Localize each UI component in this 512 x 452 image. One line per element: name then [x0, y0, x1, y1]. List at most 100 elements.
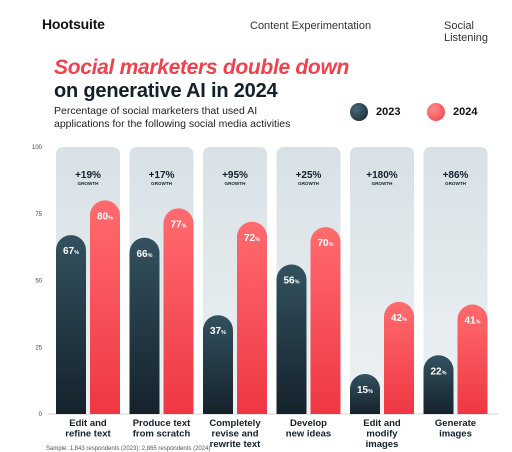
bar-value-number: 66: [136, 249, 148, 260]
bar-2023: [423, 355, 454, 414]
category-label: Generate images: [435, 418, 476, 440]
bar-value-percent-sign: %: [74, 250, 79, 256]
bar-value-number: 41: [464, 316, 476, 327]
bar-value-label: 70%: [317, 238, 333, 249]
legend-label-2023: 2023: [376, 106, 401, 118]
growth-caption: GROWTH: [445, 181, 467, 186]
bar-2023: [203, 315, 233, 414]
legend-item-2023: 2023: [350, 103, 400, 121]
category-label: Produce text from scratch: [133, 418, 191, 440]
bar-value-number: 72: [244, 233, 256, 244]
bar-value-label: 37%: [210, 326, 226, 337]
bar-2023: [56, 235, 86, 414]
bar-2023: [350, 373, 380, 414]
bar-value-percent-sign: %: [255, 237, 260, 243]
bar-value-label: 77%: [170, 219, 186, 230]
bar-2024: [457, 304, 488, 414]
bar-value-label: 80%: [97, 211, 113, 222]
bar-value-label: 41%: [464, 316, 480, 327]
y-tick-label: 100: [32, 145, 43, 151]
category-label-line: new ideas: [286, 429, 331, 440]
footnote: Sample: 1,843 respondents (2023); 2,865 …: [46, 446, 211, 452]
bar-value-percent-sign: %: [368, 389, 373, 395]
bar-value-number: 42: [391, 313, 403, 324]
category-label-line: Completely: [209, 418, 261, 429]
bar-2023: [276, 264, 307, 414]
category-label-line: Generate: [435, 418, 476, 429]
category-label-line: from scratch: [133, 429, 191, 440]
chart-subtitle: Percentage of social marketers that used…: [54, 105, 291, 130]
bar-value-number: 80: [97, 211, 109, 222]
y-tick-label: 75: [35, 212, 42, 218]
bar-2023: [129, 237, 160, 414]
category-label-line: images: [366, 439, 399, 450]
category-label-line: refine text: [65, 429, 111, 440]
category-label-line: Edit and: [69, 418, 107, 429]
headline-line-2: on generative AI in 2024: [54, 80, 278, 102]
category-label: Develop new ideas: [286, 418, 331, 440]
category-label-line: modify: [366, 429, 398, 440]
bar-2024: [237, 221, 267, 414]
category-label-line: Develop: [290, 418, 327, 429]
category-label-line: Edit and: [363, 418, 401, 429]
bar-value-number: 37: [210, 326, 222, 337]
growth-caption: GROWTH: [78, 181, 100, 186]
nav-link-content-experimentation[interactable]: Content Experimentation: [250, 20, 372, 32]
bar-2024: [310, 227, 341, 414]
bar-value-percent-sign: %: [148, 253, 153, 259]
bar-value-label: 67%: [63, 246, 79, 257]
bar-value-label: 15%: [357, 385, 373, 396]
bar-value-percent-sign: %: [329, 242, 334, 248]
growth-value: +17%: [149, 170, 175, 181]
bar-value-percent-sign: %: [476, 320, 481, 326]
bar-value-label: 66%: [136, 249, 152, 260]
bar-value-percent-sign: %: [442, 370, 447, 376]
bar-value-number: 77: [170, 219, 182, 230]
y-tick-label: 25: [35, 345, 42, 351]
growth-value: +19%: [75, 170, 101, 181]
bar-value-label: 56%: [283, 275, 299, 286]
bar-value-number: 22: [430, 366, 442, 377]
growth-caption: GROWTH: [372, 181, 394, 186]
growth-value: +25%: [296, 170, 322, 181]
y-tick-label: 50: [35, 279, 42, 285]
legend-swatch-2023: [350, 103, 368, 121]
category-label: Edit and modify images: [363, 418, 401, 450]
category-label: Completely revise and rewrite text: [209, 418, 261, 450]
legend-swatch-2024: [427, 103, 445, 121]
growth-caption: GROWTH: [298, 181, 320, 186]
bar-value-percent-sign: %: [108, 215, 113, 221]
bar-value-percent-sign: %: [402, 317, 407, 323]
category-label-line: images: [439, 429, 472, 440]
bar-value-percent-sign: %: [295, 279, 300, 285]
bar-2024: [90, 200, 120, 414]
growth-caption: GROWTH: [225, 181, 247, 186]
top-navigation-bar: Hootsuite Content Experimentation Social…: [0, 0, 512, 50]
growth-caption: GROWTH: [151, 181, 173, 186]
category-label-line: revise and: [212, 429, 259, 440]
growth-value: +180%: [366, 170, 398, 181]
growth-value: +86%: [443, 170, 469, 181]
bar-2024: [163, 208, 194, 414]
hootsuite-logo[interactable]: Hootsuite: [42, 16, 105, 32]
bar-value-label: 72%: [244, 233, 260, 244]
y-tick-label: 0: [39, 412, 43, 418]
bar-value-number: 70: [317, 238, 329, 249]
legend-item-2024: 2024: [427, 103, 477, 121]
category-label: Edit and refine text: [65, 418, 111, 440]
bar-value-percent-sign: %: [182, 223, 187, 229]
growth-value: +95%: [222, 170, 248, 181]
category-label-line: rewrite text: [210, 439, 262, 450]
bar-2024: [384, 301, 414, 414]
bar-value-number: 67: [63, 246, 75, 257]
bar-value-label: 22%: [430, 366, 446, 377]
nav-link-social-listening[interactable]: Social Listening: [444, 20, 489, 44]
bar-value-percent-sign: %: [221, 330, 226, 336]
headline-line-1: Social marketers double down: [54, 56, 350, 79]
legend-label-2024: 2024: [453, 106, 478, 118]
category-label-line: Produce text: [133, 418, 191, 429]
bar-value-label: 42%: [391, 313, 407, 324]
bar-value-number: 56: [283, 275, 295, 286]
bar-value-number: 15: [357, 385, 369, 396]
